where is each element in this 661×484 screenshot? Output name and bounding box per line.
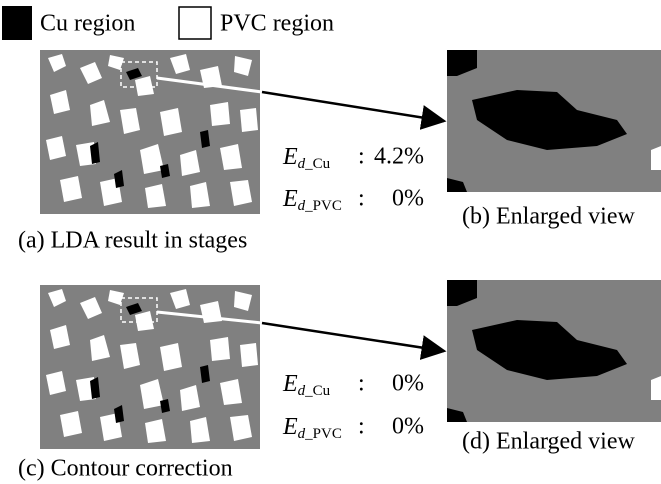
metric-value: 0%	[392, 186, 424, 212]
metrics: Ed_Cu:4.2%Ed_PVC:0%Ed_Cu:0%Ed_PVC:0%	[282, 144, 424, 443]
separator: :	[358, 414, 365, 440]
result-image	[40, 285, 260, 449]
subscript: _PVC	[304, 198, 342, 214]
caption: (d) Enlarged view	[462, 429, 635, 455]
symbol: E	[282, 144, 298, 170]
legend-swatch-pvc	[179, 7, 211, 39]
metric-symbol: Ed_Cu	[282, 144, 331, 173]
caption: (c) Contour correction	[18, 456, 233, 482]
legend-label: Cu region	[40, 11, 135, 37]
caption: (b) Enlarged view	[462, 204, 635, 230]
symbol: E	[282, 371, 298, 397]
symbol: E	[282, 186, 298, 212]
legend-swatch-cu	[2, 6, 32, 40]
symbol: E	[282, 414, 298, 440]
enlarged-image	[447, 280, 661, 422]
separator: :	[358, 186, 365, 212]
metric-symbol: Ed_Cu	[282, 371, 331, 400]
legend-label: PVC region	[220, 11, 334, 37]
separator: :	[358, 144, 365, 170]
metric-symbol: Ed_PVC	[282, 186, 342, 215]
pointer	[262, 92, 444, 121]
figure: Cu region PVC region (a) LDA result in s…	[0, 0, 661, 484]
result-image	[40, 50, 260, 214]
metric-value: 4.2%	[374, 144, 424, 170]
caption: (a) LDA result in stages	[18, 228, 247, 254]
pointer	[262, 323, 444, 351]
subscript: _PVC	[304, 426, 342, 442]
enlarged-image	[447, 50, 661, 192]
metric-value: 0%	[392, 371, 424, 397]
separator: :	[358, 371, 365, 397]
subscript: _Cu	[304, 156, 331, 172]
subscript: _Cu	[304, 383, 331, 399]
metric-symbol: Ed_PVC	[282, 414, 342, 443]
metric-value: 0%	[392, 414, 424, 440]
